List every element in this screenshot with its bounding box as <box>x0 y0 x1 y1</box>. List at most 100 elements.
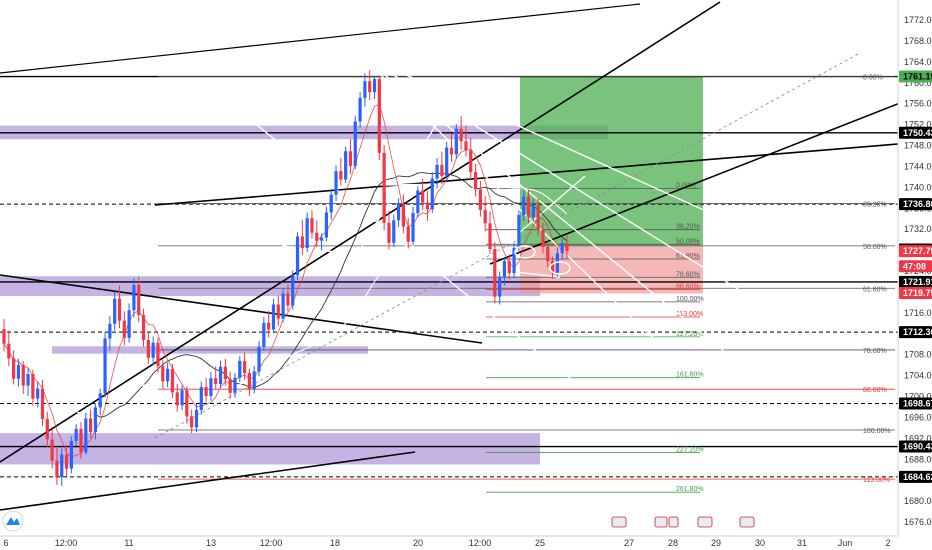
candle-body <box>223 366 227 380</box>
candle-body <box>348 151 353 166</box>
price-tick-label: 1716.00 <box>904 308 932 318</box>
time-tick-label: 31 <box>797 538 807 548</box>
candle-body <box>89 418 93 433</box>
candle-body <box>233 377 237 393</box>
candle-body <box>267 322 271 330</box>
supply-demand-zones <box>0 125 608 465</box>
time-tick-label: 25 <box>535 538 545 548</box>
candle-body <box>21 365 25 386</box>
price-tag <box>899 470 932 483</box>
candle-body <box>209 378 213 396</box>
candle-body <box>368 81 372 93</box>
candle-body <box>2 329 6 344</box>
candle-body <box>353 121 357 166</box>
candle-body <box>113 298 117 324</box>
time-tick-label: 18 <box>330 538 340 548</box>
time-axis[interactable] <box>0 536 932 550</box>
time-tick-label: 12:00 <box>260 538 283 548</box>
candle-body <box>488 223 492 250</box>
candle-body <box>522 196 526 216</box>
candle-body <box>392 220 396 243</box>
candle-body <box>132 285 136 311</box>
fib-small-label: 100.00% <box>676 296 704 303</box>
trendline-breakout <box>489 102 901 265</box>
candle-body <box>372 79 377 93</box>
price-tick-label: 1688.00 <box>904 454 932 464</box>
price-tag-label: 1684.62 <box>903 472 932 482</box>
candle-body <box>218 366 223 384</box>
candle-body <box>344 151 348 180</box>
time-tick-label: 29 <box>711 538 721 548</box>
candle-body <box>281 293 285 319</box>
candle-body <box>79 428 83 453</box>
candle-body <box>387 222 391 243</box>
candle-body <box>175 392 179 406</box>
candle-body <box>242 360 247 373</box>
candle-body <box>103 338 107 394</box>
candle-body <box>310 218 314 233</box>
candle-body <box>339 171 343 180</box>
candle-body <box>228 379 232 393</box>
fib-big-label: 50.00% <box>863 244 887 251</box>
candle-body <box>319 237 324 241</box>
price-tag <box>899 440 932 453</box>
candle-body <box>194 410 199 428</box>
candle-body <box>536 205 540 231</box>
price-tag <box>899 126 932 139</box>
candle-body <box>64 454 69 469</box>
candle-body <box>469 150 473 173</box>
trendline-dashed <box>154 52 861 439</box>
fib-small-label: 38.20% <box>676 224 700 231</box>
candle-body <box>459 128 463 142</box>
candle-body <box>449 147 454 155</box>
candle-body <box>546 246 550 262</box>
candle-body <box>382 152 386 223</box>
price-tick-label: 1744.00 <box>904 161 932 171</box>
candle-body <box>252 371 256 390</box>
candle-body <box>12 358 16 379</box>
fib-big-label: 38.20% <box>863 202 887 209</box>
price-tick-label: 1772.00 <box>904 15 932 25</box>
candle-body <box>291 275 295 306</box>
price-tag <box>899 198 932 211</box>
candle-body <box>271 304 276 330</box>
candle-body <box>190 416 194 428</box>
candle-body <box>7 343 11 359</box>
candle-body <box>315 232 319 241</box>
moving-average-white <box>3 182 568 416</box>
candle-body <box>98 393 102 408</box>
candle-body <box>276 304 280 319</box>
tradingview-logo-icon[interactable] <box>2 510 24 532</box>
price-tick-label: 1768.00 <box>904 36 932 46</box>
candle-body <box>502 261 507 278</box>
candle-body <box>238 360 242 378</box>
fib-small-label: 0.00% <box>676 182 696 189</box>
trendlines <box>0 1 901 511</box>
price-tag <box>899 70 932 83</box>
candle-body <box>45 418 49 440</box>
fib-big-label: 113.00% <box>863 477 890 484</box>
zone-rect <box>0 433 540 465</box>
time-tick-label: 30 <box>755 538 765 548</box>
candle-body <box>26 374 30 386</box>
time-tick-label: 2 <box>885 538 890 548</box>
time-tick-label: 28 <box>668 538 678 548</box>
trendline-top <box>0 3 641 74</box>
candle-body <box>36 388 40 399</box>
candle-body <box>84 418 88 453</box>
candle-body <box>435 164 439 179</box>
candle-body <box>55 460 59 478</box>
candle-body <box>141 314 146 341</box>
candle-body <box>478 189 482 210</box>
price-tag <box>899 397 932 410</box>
candle-body <box>185 390 189 417</box>
price-tag-label: 1690.43 <box>903 442 932 452</box>
price-tick-label: 1752.00 <box>904 120 932 130</box>
time-tick-label: 12:00 <box>55 538 78 548</box>
candle-body <box>473 172 478 190</box>
candle-body <box>416 190 420 213</box>
economic-event-icons[interactable] <box>611 516 755 528</box>
candle-body <box>146 340 150 358</box>
candle-body <box>517 215 521 248</box>
